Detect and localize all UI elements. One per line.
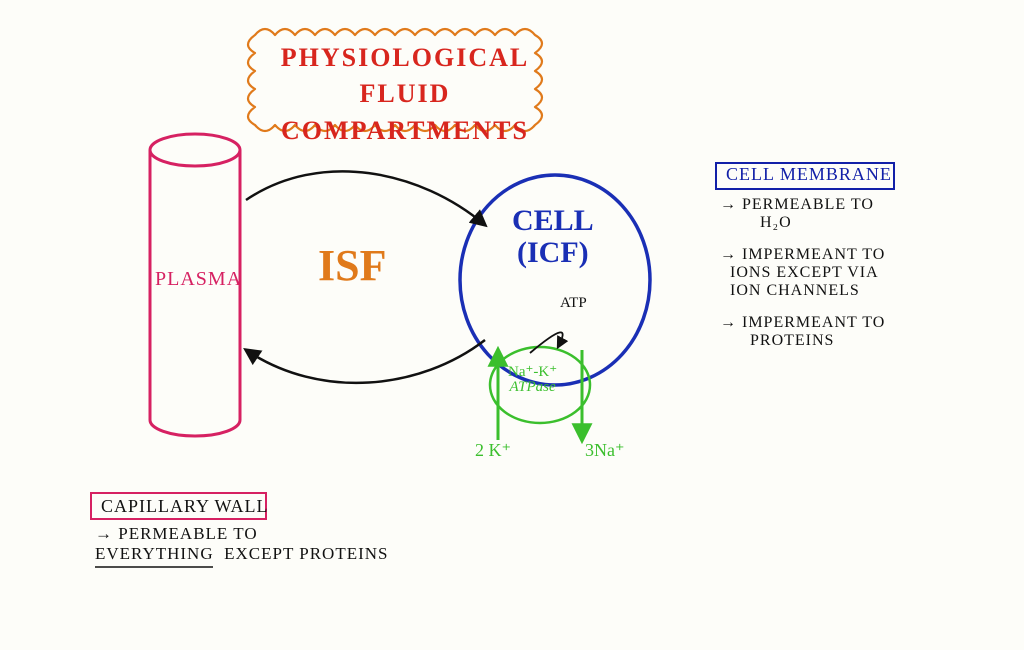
- plasma-label: PLASMA: [155, 268, 242, 291]
- title-line1: PHYSIOLOGICAL: [281, 43, 530, 72]
- atp-label: ATP: [560, 295, 587, 312]
- membrane-note-item: → IMPERMEANT TO PROTEINS: [720, 314, 1020, 350]
- na-out-label: 3Na⁺: [585, 440, 625, 461]
- cell-label-line2: (ICF): [517, 236, 589, 269]
- membrane-note: CELL MEMBRANE → PERMEABLE TO H₂O → IMPERM…: [720, 163, 1020, 364]
- diagram-title: PHYSIOLOGICAL FLUID COMPARTMENTS: [260, 40, 550, 149]
- title-line2: FLUID COMPARTMENTS: [281, 79, 529, 144]
- cell-label-line1: CELL: [512, 204, 594, 237]
- capillary-note: CAPILLARY WALL → PERMEABLE TO EVERYTHING…: [95, 495, 389, 564]
- diagram-canvas: PHYSIOLOGICAL FLUID COMPARTMENTS PLASMA …: [0, 0, 1024, 650]
- k-in-label: 2 K⁺: [475, 440, 511, 461]
- exchange-arrow-to-cell: [246, 171, 485, 225]
- membrane-note-item: → PERMEABLE TO H₂O: [720, 196, 1020, 232]
- pump-label: Na⁺-K⁺ ATPase: [508, 365, 557, 395]
- isf-label: ISF: [318, 240, 386, 291]
- pump-label-line1: Na⁺-K⁺: [508, 364, 557, 380]
- capillary-note-body: → PERMEABLE TO EVERYTHING EXCEPT PROTEIN…: [95, 524, 389, 564]
- membrane-note-item: → IMPERMEANT TO IONS EXCEPT VIA ION CHAN…: [720, 246, 1020, 300]
- exchange-arrow-to-plasma: [246, 340, 485, 383]
- cell-label: CELL (ICF): [512, 205, 594, 268]
- pump-label-line2: ATPase: [510, 379, 556, 395]
- membrane-note-header: CELL MEMBRANE: [720, 163, 898, 186]
- capillary-note-header: CAPILLARY WALL: [95, 495, 275, 518]
